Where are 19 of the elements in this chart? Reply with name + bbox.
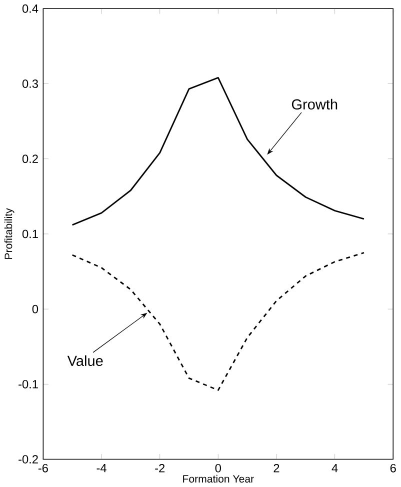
x-tick-label: -2	[155, 464, 165, 472]
line-series	[72, 76, 365, 226]
y-tick-label: 0.1	[22, 230, 38, 238]
y-tick-label: 0.2	[22, 154, 38, 164]
y-tick-label: 0.3	[22, 80, 38, 88]
x-tick-label: 4	[332, 464, 338, 472]
y-tick-label: 0.4	[22, 4, 38, 13]
x-axis-title: Formation Year	[183, 474, 254, 483]
annotation: Growth	[292, 98, 338, 110]
x-tick-label: 0	[215, 464, 222, 472]
y-axis-title: Profitability	[4, 208, 14, 259]
x-tick-label: -4	[96, 464, 107, 472]
x-tick-label: -6	[38, 464, 48, 472]
x-tick-label: 2	[274, 464, 280, 472]
annotation: Value	[67, 355, 103, 366]
y-tick-label: -0.2	[18, 455, 38, 464]
x-tick-label: 6	[390, 464, 396, 472]
y-tick-label: 0	[32, 304, 38, 314]
y-tick-label: -0.1	[18, 380, 38, 388]
